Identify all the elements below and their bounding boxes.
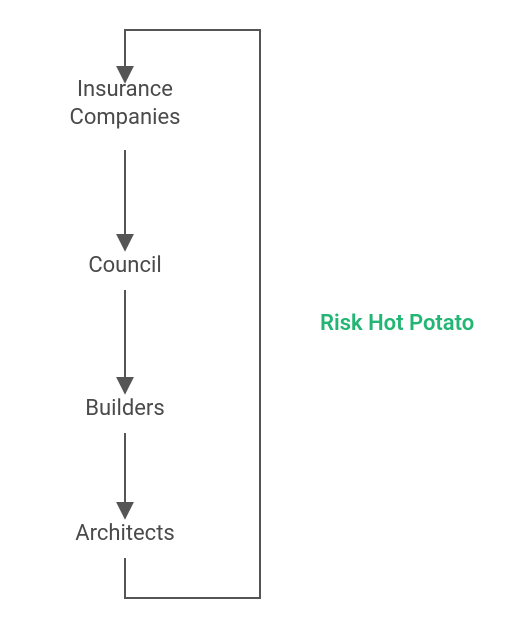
risk-hot-potato-diagram: InsuranceCompanies Council Builders Archite… [0,0,531,627]
node-insurance: InsuranceCompanies [70,77,181,130]
node-council: Council [88,253,161,278]
node-insurance-label: InsuranceCompanies [70,77,181,130]
node-builders: Builders [85,396,164,421]
node-council-label: Council [88,253,161,278]
node-architects-label: Architects [75,521,175,546]
diagram-title: Risk Hot Potato [320,311,474,336]
node-builders-label: Builders [85,396,164,421]
node-architects: Architects [75,521,175,546]
